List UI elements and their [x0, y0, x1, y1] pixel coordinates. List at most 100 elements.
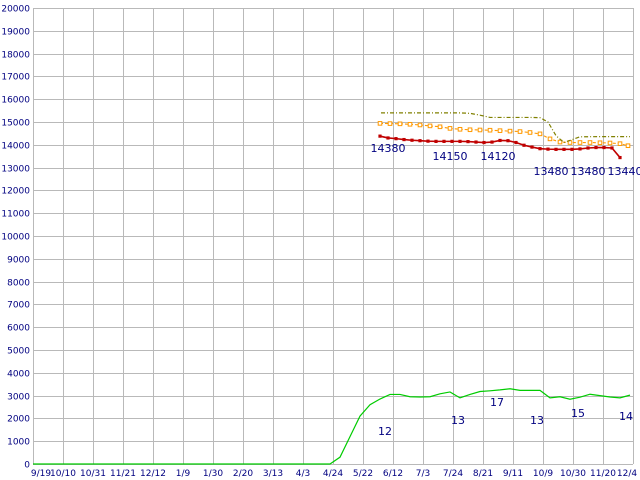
- y-tick-label: 16000: [1, 96, 30, 106]
- data-point-marker: [607, 140, 613, 146]
- data-point-marker: [617, 141, 623, 146]
- data-point-marker: [547, 136, 553, 142]
- y-tick-label: 20000: [1, 5, 30, 15]
- y-tick-label: 3000: [7, 393, 30, 403]
- x-tick-label: 7/3: [416, 469, 430, 479]
- x-tick-label: 5/22: [353, 469, 373, 479]
- data-point-marker: [378, 134, 382, 138]
- data-point-marker: [577, 140, 583, 145]
- data-point-marker: [450, 139, 454, 143]
- data-point-label: 12: [378, 425, 392, 438]
- data-point-marker: [417, 122, 423, 128]
- series-red-solid-series: [378, 134, 622, 160]
- y-tick-label: 6000: [7, 324, 30, 334]
- y-tick-label: 9000: [7, 256, 30, 266]
- data-point-marker: [570, 147, 574, 151]
- data-point-marker: [434, 139, 438, 143]
- x-tick-label: 1/9: [176, 469, 191, 479]
- series-line: [33, 388, 631, 465]
- data-point-label: 13: [451, 414, 465, 427]
- data-point-marker: [597, 140, 603, 146]
- data-point-marker: [407, 121, 413, 127]
- x-tick-label: 7/24: [443, 469, 463, 479]
- data-point-marker: [402, 137, 406, 142]
- data-point-label: 14380: [371, 142, 406, 155]
- data-point-marker: [562, 147, 566, 151]
- data-point-marker: [618, 155, 622, 160]
- x-tick-label: 11/20: [590, 469, 616, 479]
- data-point-marker: [410, 138, 414, 142]
- y-tick-label: 0: [24, 461, 30, 471]
- data-point-marker: [517, 129, 523, 134]
- data-point-marker: [610, 146, 614, 150]
- data-point-marker: [506, 139, 510, 143]
- x-tick-label: 10/10: [50, 469, 76, 479]
- data-point-label: 13440: [608, 165, 640, 178]
- data-point-marker: [477, 127, 483, 133]
- data-point-marker: [482, 140, 486, 145]
- x-tick-label: 1/30: [203, 469, 223, 479]
- grid-lines: [33, 8, 634, 465]
- y-tick-label: 15000: [1, 119, 30, 129]
- data-point-marker: [554, 147, 558, 151]
- x-tick-label: 4/3: [296, 469, 310, 479]
- data-point-marker: [578, 147, 582, 151]
- y-tick-label: 18000: [1, 51, 30, 61]
- data-point-marker: [602, 145, 606, 150]
- data-point-marker: [522, 143, 526, 147]
- data-point-marker: [586, 146, 590, 150]
- data-point-label: 14: [619, 410, 633, 423]
- x-tick-label: 11/21: [110, 469, 136, 479]
- y-tick-label: 5000: [7, 347, 30, 357]
- data-point-marker: [530, 145, 534, 149]
- x-tick-label: 4/24: [323, 469, 343, 479]
- x-tick-label: 12/12: [140, 469, 166, 479]
- data-point-marker: [377, 121, 383, 126]
- y-tick-label: 8000: [7, 279, 30, 289]
- data-point-marker: [490, 140, 494, 144]
- x-tick-label: 10/31: [80, 469, 106, 479]
- y-tick-label: 4000: [7, 370, 30, 380]
- y-tick-label: 19000: [1, 28, 30, 38]
- data-point-label: 14150: [433, 150, 468, 163]
- y-tick-label: 14000: [1, 142, 30, 152]
- data-point-marker: [587, 140, 593, 145]
- x-tick-label: 12/4: [617, 469, 637, 479]
- data-point-marker: [498, 138, 502, 143]
- data-point-label: 15: [571, 407, 585, 420]
- data-point-marker: [447, 126, 453, 131]
- x-tick-label: 3/13: [263, 469, 283, 479]
- series-line: [381, 112, 630, 144]
- data-point-marker: [507, 128, 513, 134]
- data-point-marker: [426, 139, 430, 143]
- y-tick-label: 7000: [7, 301, 30, 311]
- data-point-marker: [514, 140, 518, 145]
- data-point-marker: [418, 139, 422, 143]
- data-point-marker: [497, 128, 503, 133]
- data-point-marker: [467, 127, 473, 133]
- x-tick-label: 2/20: [233, 469, 253, 479]
- y-axis-tick-labels: 0 1000 2000 3000 4000 5000 6000 7000 8000 9000 100…: [1, 5, 30, 471]
- data-point-marker: [487, 127, 493, 133]
- data-point-marker: [427, 123, 433, 129]
- data-point-marker: [397, 121, 403, 127]
- x-tick-label: 10/9: [533, 469, 553, 479]
- data-point-label: 13480: [571, 165, 606, 178]
- data-point-marker: [394, 137, 398, 141]
- y-tick-label: 1000: [7, 438, 30, 448]
- data-series-layer: [33, 112, 631, 465]
- y-tick-label: 10000: [1, 233, 30, 243]
- data-point-marker: [527, 130, 533, 135]
- data-point-marker: [474, 140, 478, 144]
- data-point-marker: [625, 143, 631, 149]
- y-tick-label: 2000: [7, 415, 30, 425]
- x-tick-label: 8/21: [473, 469, 493, 479]
- x-tick-label: 9/19: [31, 469, 51, 479]
- data-point-marker: [442, 139, 446, 143]
- series-olive-dashdot-series: [381, 112, 630, 144]
